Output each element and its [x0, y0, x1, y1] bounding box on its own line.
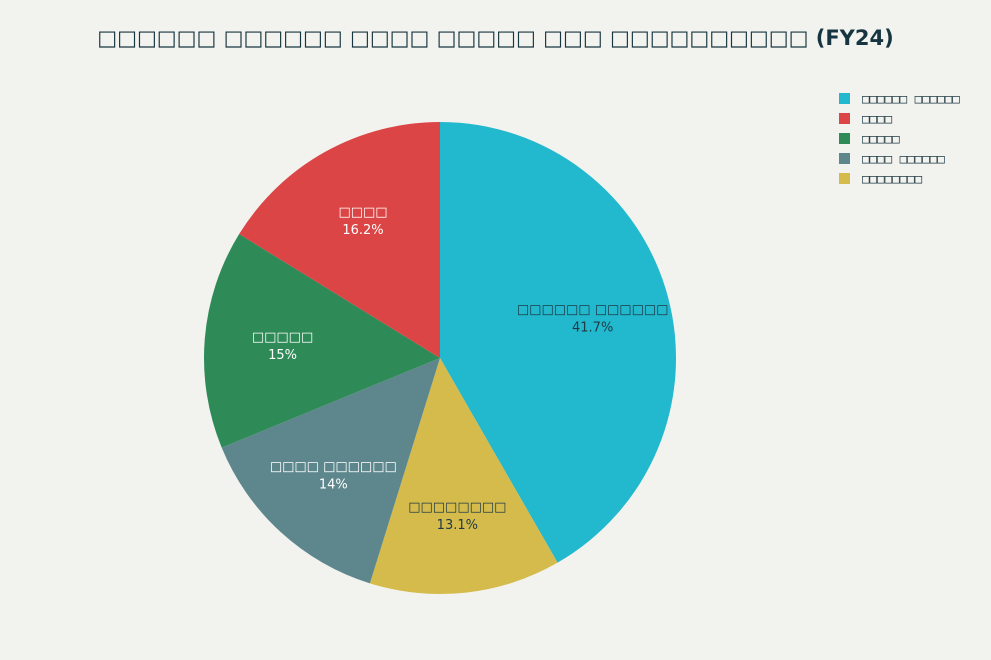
slice-percent-label-0: 41.7% — [572, 320, 613, 335]
legend-swatch — [839, 152, 850, 164]
slice-percent-label-1: 13.1% — [437, 518, 478, 533]
legend-swatch — [839, 112, 850, 124]
slice-name-label-1: □□□□□□□□ — [408, 500, 506, 515]
legend-item-0[interactable]: □□□□□□ □□□□□□ — [839, 88, 989, 108]
slice-name-label-2: □□□□ □□□□□□ — [270, 460, 397, 475]
legend-swatch — [839, 92, 850, 104]
legend-label: □□□□□□ □□□□□□ — [862, 90, 960, 106]
slice-percent-label-3: 15% — [268, 348, 297, 363]
pie-slice-2 — [221, 358, 440, 584]
legend-item-3[interactable]: □□□□□ — [839, 128, 989, 148]
pie-slice-4 — [239, 122, 440, 358]
pie-slice-labels: □□□□□□ □□□□□□ 41.7% □□□□□□□□ 13.1% □□□□ □□□□… — [252, 205, 669, 533]
legend-swatch — [839, 172, 850, 184]
slice-percent-label-2: 14% — [319, 478, 348, 493]
pie-slices — [204, 122, 676, 594]
legend-label: □□□□□ — [862, 130, 900, 146]
legend-item-2[interactable]: □□□□ □□□□□□ — [839, 148, 989, 168]
legend-label: □□□□ — [862, 110, 893, 126]
legend-item-1[interactable]: □□□□□□□□ — [839, 168, 989, 188]
legend-swatch — [839, 132, 850, 144]
slice-name-label-4: □□□□ — [338, 205, 387, 220]
slice-name-label-3: □□□□□ — [252, 330, 313, 345]
slice-name-label-0: □□□□□□ □□□□□□ — [517, 302, 669, 317]
slice-percent-label-4: 16.2% — [342, 223, 383, 238]
legend-item-4[interactable]: □□□□ — [839, 108, 989, 128]
legend-label: □□□□□□□□ — [862, 170, 923, 186]
pie-slice-3 — [204, 234, 440, 448]
pie-slice-0 — [440, 122, 676, 563]
pie-slice-1 — [369, 358, 558, 594]
chart-title: □□□□□□ □□□□□□ □□□□ □□□□□ □□□ □□□□□□□□□□ … — [97, 26, 894, 50]
chart-legend: □□□□□□ □□□□□□ □□□□ □□□□□ □□□□ □□□□□□ □□□□□□□… — [839, 88, 989, 188]
legend-label: □□□□ □□□□□□ — [862, 150, 945, 166]
